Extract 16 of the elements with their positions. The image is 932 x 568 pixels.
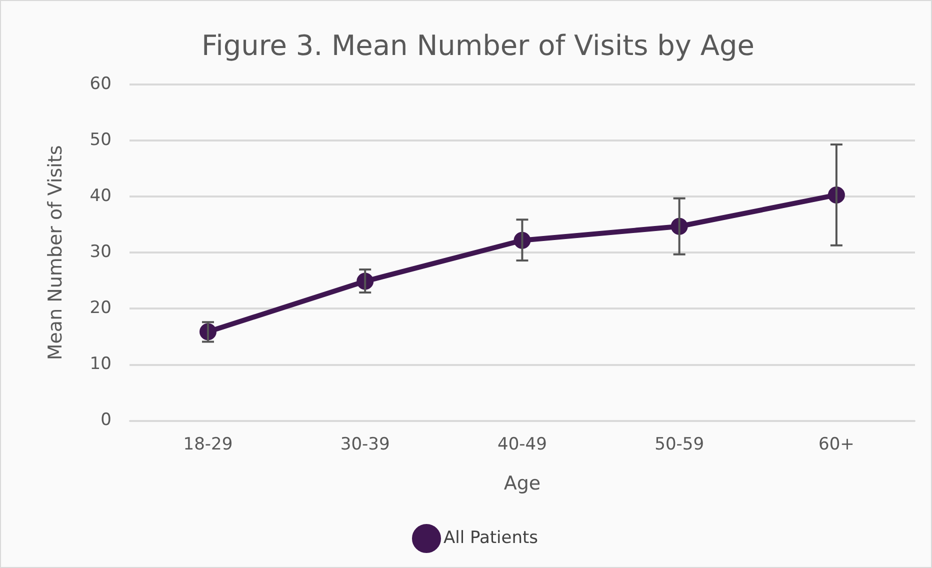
x-tick-label: 50-59: [654, 434, 704, 454]
y-tick-label: 40: [90, 186, 112, 206]
y-tick-label: 0: [100, 410, 112, 430]
y-tick-label: 30: [90, 242, 112, 262]
y-tick-label: 50: [90, 130, 112, 150]
y-axis-title: Mean Number of Visits: [44, 145, 66, 360]
x-tick-label: 40-49: [498, 434, 547, 454]
x-tick-label: 30-39: [340, 434, 390, 454]
legend-label: All Patients: [443, 528, 538, 548]
x-tick-label: 60+: [818, 434, 854, 454]
chart-title: Figure 3. Mean Number of Visits by Age: [201, 29, 755, 62]
x-axis-title: Age: [504, 472, 541, 495]
y-tick-label: 10: [90, 354, 112, 374]
y-tick-label: 20: [90, 298, 112, 318]
x-tick-label: 18-29: [183, 434, 233, 454]
y-tick-label: 60: [90, 74, 112, 94]
